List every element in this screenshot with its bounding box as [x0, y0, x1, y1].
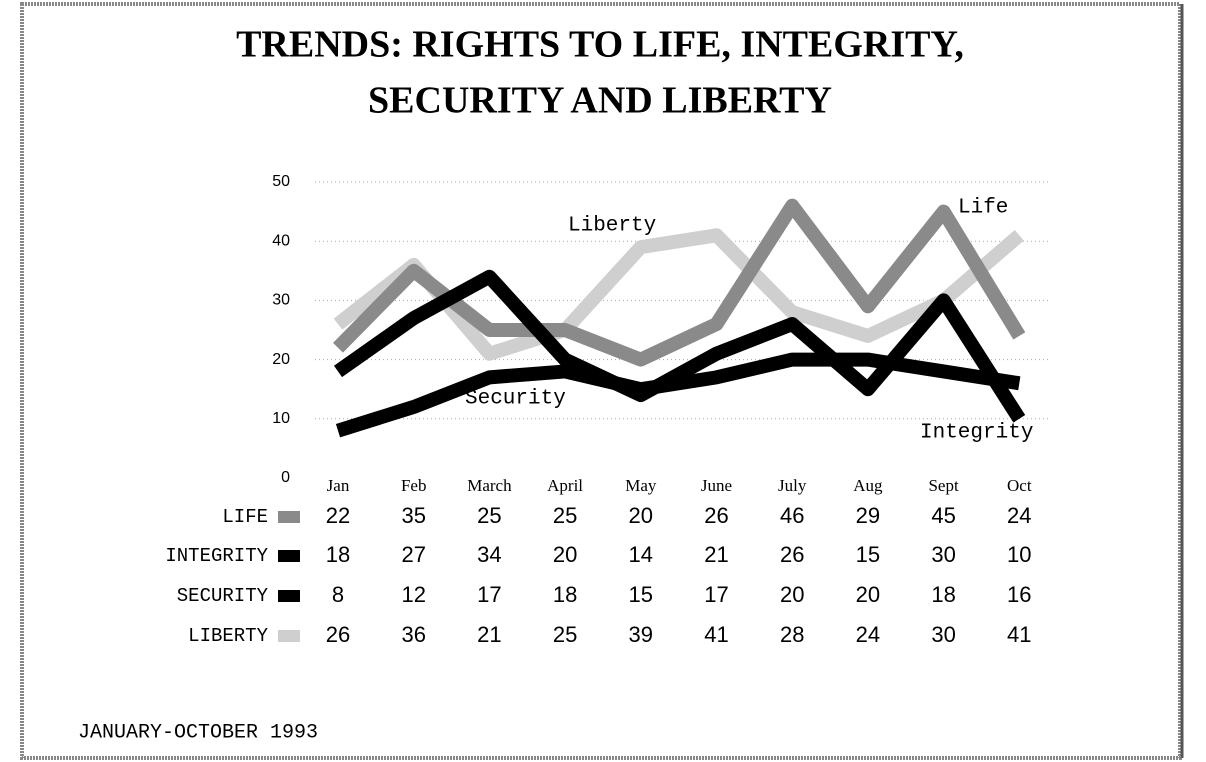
x-tick-label: Jan [327, 476, 350, 495]
value-label: 25 [477, 503, 501, 528]
legend-label: INTEGRITY [165, 545, 268, 567]
value-label: 36 [401, 622, 425, 647]
value-label: 15 [856, 542, 880, 567]
x-tick-label: Feb [401, 476, 427, 495]
annotation: Security [465, 388, 566, 411]
x-tick-label: Aug [853, 476, 883, 495]
value-label: 39 [629, 622, 653, 647]
value-label: 25 [553, 503, 577, 528]
y-tick-label: 50 [272, 173, 290, 190]
value-label: 16 [1007, 582, 1031, 607]
x-tick-label: March [467, 476, 512, 495]
legend-label: LIBERTY [188, 625, 268, 647]
chart-title: SECURITY AND LIBERTY [368, 80, 832, 122]
x-tick-label: July [778, 476, 807, 495]
value-label: 21 [477, 622, 501, 647]
legend-swatch [278, 511, 300, 523]
line-series [333, 269, 1026, 423]
value-label: 26 [704, 503, 728, 528]
value-label: 30 [931, 542, 955, 567]
frame [20, 2, 1182, 760]
x-tick-label: Sept [928, 476, 959, 495]
value-label: 25 [553, 622, 577, 647]
value-label: 17 [704, 582, 728, 607]
value-label: 26 [780, 542, 804, 567]
x-tick-label: May [625, 476, 657, 495]
value-label: 45 [931, 503, 955, 528]
value-label: 28 [780, 622, 804, 647]
value-label: 20 [856, 582, 880, 607]
annotation: Life [958, 197, 1008, 220]
legend-swatch [278, 590, 300, 602]
legend-label: LIFE [222, 506, 268, 528]
value-label: 30 [931, 622, 955, 647]
x-tick-label: June [701, 476, 732, 495]
x-tick-label: April [547, 476, 583, 495]
value-label: 27 [401, 542, 425, 567]
value-label: 34 [477, 542, 501, 567]
value-label: 24 [856, 622, 880, 647]
y-tick-label: 40 [272, 232, 290, 249]
value-label: 22 [326, 503, 350, 528]
annotation: Liberty [568, 215, 656, 238]
legend-swatch [278, 550, 300, 562]
value-label: 21 [704, 542, 728, 567]
value-label: 24 [1007, 503, 1031, 528]
value-label: 41 [1007, 622, 1031, 647]
value-label: 18 [553, 582, 577, 607]
value-label: 46 [780, 503, 804, 528]
legend-swatch [278, 630, 300, 642]
annotation: Integrity [920, 422, 1033, 445]
value-label: 12 [401, 582, 425, 607]
value-label: 8 [332, 582, 344, 607]
y-tick-label: 10 [272, 410, 290, 427]
value-label: 17 [477, 582, 501, 607]
value-label: 20 [553, 542, 577, 567]
value-label: 18 [326, 542, 350, 567]
line-series [335, 352, 1021, 438]
value-label: 29 [856, 503, 880, 528]
x-tick-label: Oct [1007, 476, 1032, 495]
footer: JANUARY-OCTOBER 1993 [78, 721, 318, 744]
value-label: 35 [401, 503, 425, 528]
value-label: 10 [1007, 542, 1031, 567]
chart-title: TRENDS: RIGHTS TO LIFE, INTEGRITY, [236, 24, 964, 66]
value-label: 14 [629, 542, 653, 567]
value-label: 15 [629, 582, 653, 607]
y-tick-label: 20 [272, 351, 290, 368]
value-label: 20 [780, 582, 804, 607]
value-label: 18 [931, 582, 955, 607]
value-label: 41 [704, 622, 728, 647]
legend-label: SECURITY [177, 585, 269, 607]
value-label: 20 [629, 503, 653, 528]
y-tick-label: 30 [272, 292, 290, 309]
y-tick-label: 0 [281, 469, 290, 486]
value-label: 26 [326, 622, 350, 647]
